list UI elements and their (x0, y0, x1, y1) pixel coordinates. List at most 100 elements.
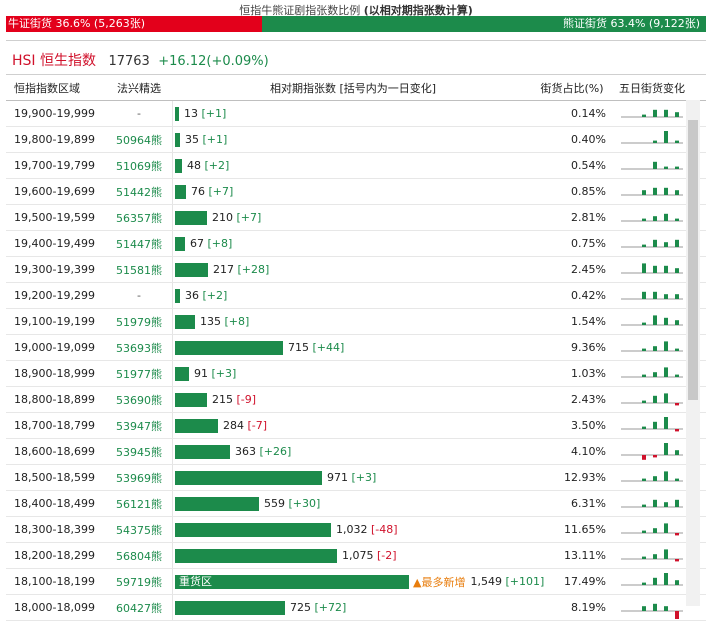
sparkline-bar (675, 428, 679, 431)
index-point: 17763 (108, 54, 150, 69)
count-bar (175, 522, 331, 537)
pick-link[interactable]: 51979熊 (116, 315, 162, 329)
table-row: 18,400-18,499 56121熊 559 [+30] 6.31% (6, 491, 706, 517)
bull-bear-distribution-table: 恒指指数区域 法兴精选 相对期指张数 [括号内为一日变化] 街货占比(%) 五日… (6, 76, 706, 621)
sparkline-bar (653, 215, 657, 221)
count-number: 48 (187, 159, 201, 172)
daily-change: [+2] (204, 159, 230, 172)
daily-change: [+26] (259, 445, 292, 458)
pick-link[interactable]: 51442熊 (116, 185, 162, 199)
pick-link[interactable]: 53693熊 (116, 341, 162, 355)
count-bar (175, 600, 285, 615)
count-number: 284 (223, 419, 244, 432)
count-value: 13 [+1] (184, 107, 226, 120)
sparkline-bar (664, 501, 668, 507)
sparkline-bar (653, 553, 657, 559)
sparkline-bar (653, 187, 657, 195)
sparkline-bar (675, 374, 679, 377)
daily-change: [+72] (314, 601, 347, 614)
count-bar (175, 262, 208, 277)
sparkline-bar (664, 317, 668, 325)
share-pct: 2.45% (571, 263, 606, 276)
pick-link[interactable]: 53947熊 (116, 419, 162, 433)
sparkline-bar (664, 293, 668, 299)
pick-link[interactable]: 59719熊 (116, 575, 162, 589)
count-value: 971 [+3] (327, 471, 376, 484)
sparkline-bar (664, 470, 668, 481)
sparkline-bar (675, 293, 679, 299)
pick-link[interactable]: 50964熊 (116, 133, 162, 147)
pick-link[interactable]: 56357熊 (116, 211, 162, 225)
count-value: 715 [+44] (288, 341, 344, 354)
range-cell: 19,300-19,399 (14, 263, 95, 276)
daily-change: [+7] (236, 211, 262, 224)
sparkline-bar (675, 478, 679, 481)
pick-link[interactable]: 56121熊 (116, 497, 162, 511)
sparkline-bar (653, 527, 657, 533)
pick-link[interactable]: 51977熊 (116, 367, 162, 381)
count-number: 76 (191, 185, 205, 198)
table-row: 19,300-19,399 51581熊 217 [+28] 2.45% (6, 257, 706, 283)
scrollbar[interactable] (686, 100, 700, 606)
sparkline-bar (664, 265, 668, 273)
table-row: 18,500-18,599 53969熊 971 [+3] 12.93% (6, 465, 706, 491)
sparkline-bar (653, 109, 657, 117)
count-value: 1,549 [+101] (470, 575, 544, 588)
daily-change: [+30] (288, 497, 321, 510)
range-cell: 19,100-19,199 (14, 315, 95, 328)
scrollbar-thumb[interactable] (688, 120, 698, 400)
five-day-sparkline (612, 441, 692, 463)
sparkline-bar (642, 374, 646, 377)
count-number: 36 (185, 289, 199, 302)
share-pct: 3.50% (571, 419, 606, 432)
count-value: 35 [+1] (185, 133, 227, 146)
five-day-sparkline (612, 571, 692, 593)
pick-link[interactable]: 51581熊 (116, 263, 162, 277)
pick-link[interactable]: 51447熊 (116, 237, 162, 251)
daily-change: [-7] (247, 419, 268, 432)
pick-link[interactable]: 53945熊 (116, 445, 162, 459)
five-day-sparkline (612, 311, 692, 333)
pick-link[interactable]: 60427熊 (116, 601, 162, 615)
range-cell: 18,100-18,199 (14, 575, 95, 588)
share-pct: 1.03% (571, 367, 606, 380)
sparkline-bar (675, 532, 679, 535)
count-bar (175, 210, 207, 225)
share-pct: 12.93% (564, 471, 606, 484)
five-day-sparkline (612, 597, 692, 619)
pick-link[interactable]: 53690熊 (116, 393, 162, 407)
pick-link[interactable]: 53969熊 (116, 471, 162, 485)
count-cell: 725 [+72] (172, 595, 532, 620)
share-pct: 0.54% (571, 159, 606, 172)
index-change: +16.12(+0.09%) (158, 54, 269, 69)
sparkline-bar (642, 426, 646, 429)
count-value: 284 [-7] (223, 419, 267, 432)
count-value: 217 [+28] (213, 263, 269, 276)
pick-link[interactable]: 51069熊 (116, 159, 162, 173)
count-value: 76 [+7] (191, 185, 233, 198)
five-day-sparkline (612, 207, 692, 229)
count-number: 91 (194, 367, 208, 380)
range-cell: 18,600-18,699 (14, 445, 95, 458)
pick-link[interactable]: 56804熊 (116, 549, 162, 563)
range-cell: 18,000-18,099 (14, 601, 95, 614)
count-value: 210 [+7] (212, 211, 261, 224)
count-value: 36 [+2] (185, 289, 227, 302)
share-pct: 6.31% (571, 497, 606, 510)
table-row: 18,200-18,299 56804熊 1,075 [-2] 13.11% (6, 543, 706, 569)
count-number: 13 (184, 107, 198, 120)
range-cell: 19,000-19,099 (14, 341, 95, 354)
bull-bear-ratio-bar: 牛证街货 36.6% (5,263张) 熊证街货 63.4% (9,122张) (6, 16, 706, 32)
daily-change: [+1] (201, 107, 227, 120)
count-cell: 13 [+1] (172, 101, 532, 126)
sparkline-bar (642, 244, 646, 247)
most-added-note: ▲最多新增 (413, 575, 466, 589)
count-bar (175, 340, 283, 355)
range-cell: 18,500-18,599 (14, 471, 95, 484)
count-value: 1,032 [-48] (336, 523, 398, 536)
count-bar (175, 158, 182, 173)
five-day-sparkline (612, 233, 692, 255)
count-number: 35 (185, 133, 199, 146)
sparkline-bar (664, 572, 668, 585)
pick-link[interactable]: 54375熊 (116, 523, 162, 537)
